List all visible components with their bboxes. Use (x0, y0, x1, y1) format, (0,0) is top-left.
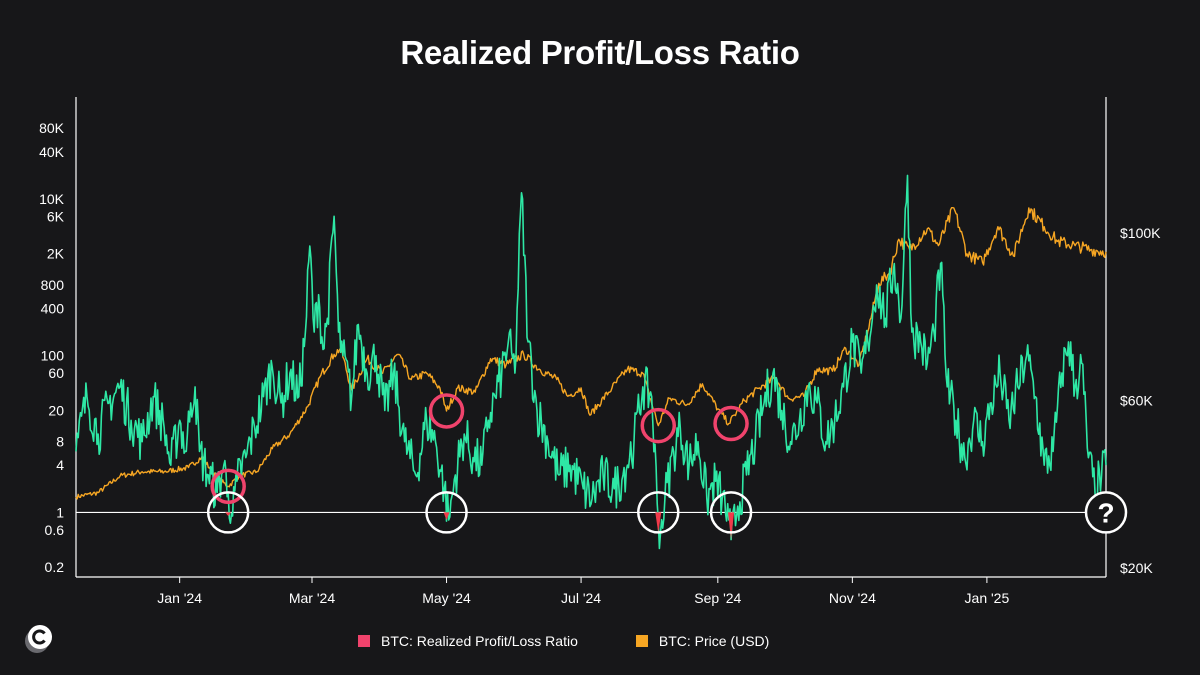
price-low-marker (640, 407, 677, 444)
x-tick-label: Jul '24 (561, 590, 601, 606)
right-tick-label: $100K (1120, 225, 1161, 241)
x-tick-label: Nov '24 (829, 590, 876, 606)
price-series (75, 207, 1107, 500)
right-tick-label: $60K (1120, 393, 1153, 409)
legend-swatch-ratio (358, 635, 370, 647)
x-tick-label: Sep '24 (694, 590, 741, 606)
left-tick-label: 8 (56, 434, 64, 450)
x-axis-ticks: Jan '24 Mar '24 May '24 Jul '24 Sep '24 Nov '… (157, 577, 1009, 606)
highlight-markers: ? (206, 393, 1128, 534)
left-tick-label: 20 (48, 402, 64, 418)
left-tick-label: 1 (56, 504, 64, 520)
left-tick-label: 2K (47, 246, 65, 262)
loss-dip (443, 512, 450, 521)
left-tick-label: 0.6 (45, 522, 65, 538)
legend: BTC: Realized Profit/Loss Ratio BTC: Pri… (358, 633, 769, 649)
left-tick-label: 400 (41, 301, 65, 317)
left-tick-label: 0.2 (45, 559, 65, 575)
loss-dip (225, 512, 232, 517)
left-tick-label: 60 (48, 365, 64, 381)
x-tick-label: Jan '24 (157, 590, 202, 606)
legend-item-price[interactable]: BTC: Price (USD) (635, 633, 770, 649)
price-low-marker (428, 393, 465, 429)
chart-title: Realized Profit/Loss Ratio (400, 34, 800, 71)
right-axis-ticks: $100K $60K $20K (1120, 225, 1161, 576)
price-line (75, 207, 1107, 500)
left-tick-label: 40K (39, 144, 65, 160)
ratio-line (75, 174, 1107, 550)
legend-label-price: BTC: Price (USD) (658, 633, 770, 649)
left-tick-label: 10K (39, 191, 65, 207)
ratio-low-marker (1084, 491, 1128, 534)
price-low-marker (713, 405, 749, 442)
ratio-low-marker (425, 491, 468, 534)
brand-logo-icon (25, 625, 52, 653)
left-tick-label: 4 (56, 457, 64, 473)
x-tick-label: May '24 (422, 590, 471, 606)
ratio-low-marker (206, 491, 250, 534)
ratio-series (75, 174, 1107, 550)
left-tick-label: 80K (39, 120, 65, 136)
loss-dip (728, 512, 735, 540)
right-tick-label: $20K (1120, 560, 1153, 576)
price-low-marker (210, 468, 246, 505)
left-tick-label: 100 (41, 348, 65, 364)
loss-dip (655, 512, 662, 533)
ratio-low-marker (709, 491, 753, 534)
legend-label-ratio: BTC: Realized Profit/Loss Ratio (381, 633, 578, 649)
x-tick-label: Jan '25 (965, 590, 1010, 606)
left-tick-label: 6K (47, 208, 65, 224)
legend-swatch-price (635, 635, 648, 647)
legend-item-ratio[interactable]: BTC: Realized Profit/Loss Ratio (358, 633, 578, 649)
ratio-low-marker (637, 491, 680, 534)
x-tick-label: Mar '24 (289, 590, 335, 606)
left-tick-label: 800 (41, 277, 65, 293)
question-mark-annotation: ? (1097, 497, 1114, 528)
